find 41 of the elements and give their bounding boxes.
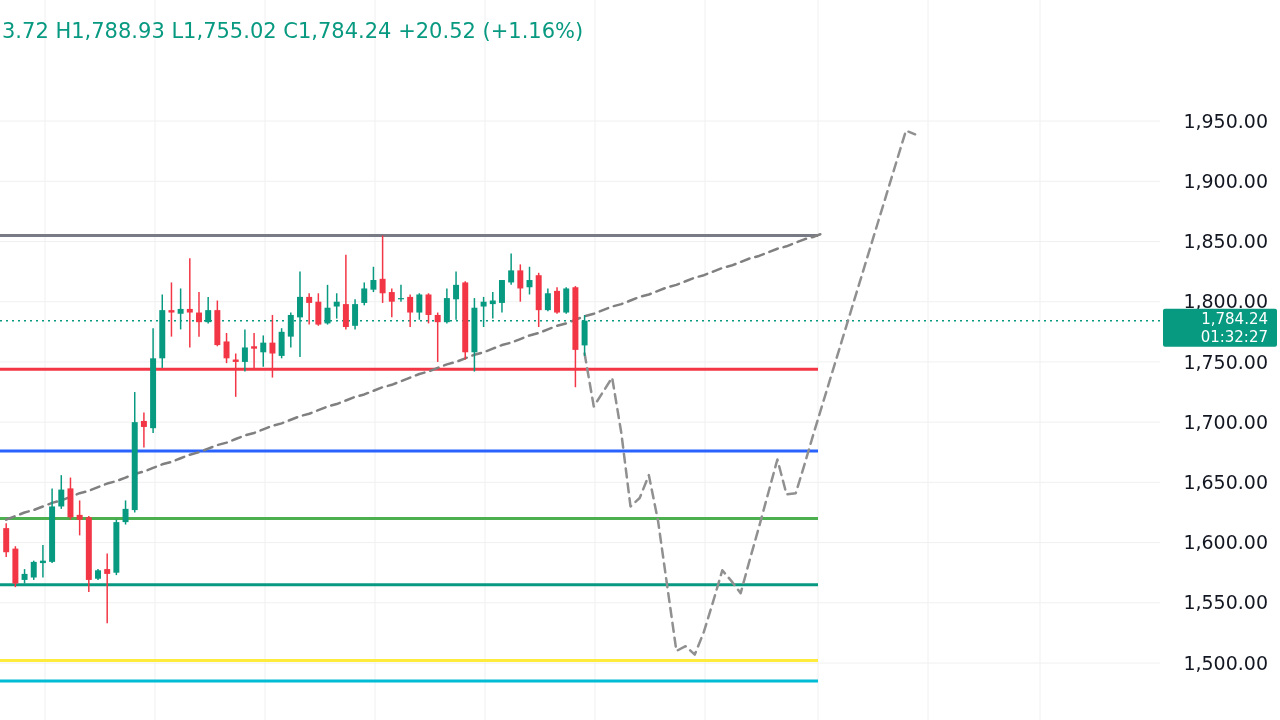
candlestick	[342, 253, 349, 331]
y-tick-label: 1,700.00	[1183, 410, 1268, 433]
line-series	[4, 231, 825, 521]
candlestick	[407, 293, 414, 328]
text: 3.72 H1,788.93 L1,755.02 C1,784.24 +20.52 (+1.16%)	[2, 19, 584, 43]
candlestick	[122, 499, 129, 526]
candlestick	[544, 287, 551, 313]
candlestick	[508, 252, 515, 286]
candlestick	[498, 279, 505, 314]
candlestick	[379, 234, 386, 304]
candlestick	[140, 411, 147, 449]
candlestick	[30, 559, 37, 581]
candlestick	[554, 286, 561, 315]
y-tick-label: 1,500.00	[1183, 651, 1268, 674]
candlestick	[388, 287, 395, 319]
candlestick	[370, 266, 377, 293]
y-tick-label: 1,600.00	[1183, 531, 1268, 554]
candlestick	[361, 281, 368, 307]
candlestick	[352, 298, 359, 331]
candlestick	[186, 257, 193, 349]
text: 01:32:27	[1200, 327, 1268, 346]
y-tick-label: 1,650.00	[1183, 471, 1268, 494]
y-tick-label: 1,850.00	[1183, 230, 1268, 253]
candlestick	[168, 281, 175, 338]
candlestick	[416, 292, 423, 321]
candlestick	[241, 328, 248, 373]
candlestick	[517, 263, 524, 303]
candlestick	[223, 332, 230, 364]
y-tick-label: 1,550.00	[1183, 591, 1268, 614]
line-series	[583, 129, 917, 656]
candlestick	[434, 311, 441, 363]
y-tick-label: 1,950.00	[1183, 109, 1268, 132]
candlestick	[315, 292, 322, 327]
candlestick	[104, 552, 111, 625]
y-tick-label: 1,900.00	[1183, 169, 1268, 192]
candlestick	[306, 292, 313, 326]
candlestick	[58, 474, 65, 510]
y-tick-label: 1,750.00	[1183, 350, 1268, 373]
candlestick	[76, 499, 83, 537]
candlestick	[196, 291, 202, 338]
candlestick	[260, 334, 267, 368]
